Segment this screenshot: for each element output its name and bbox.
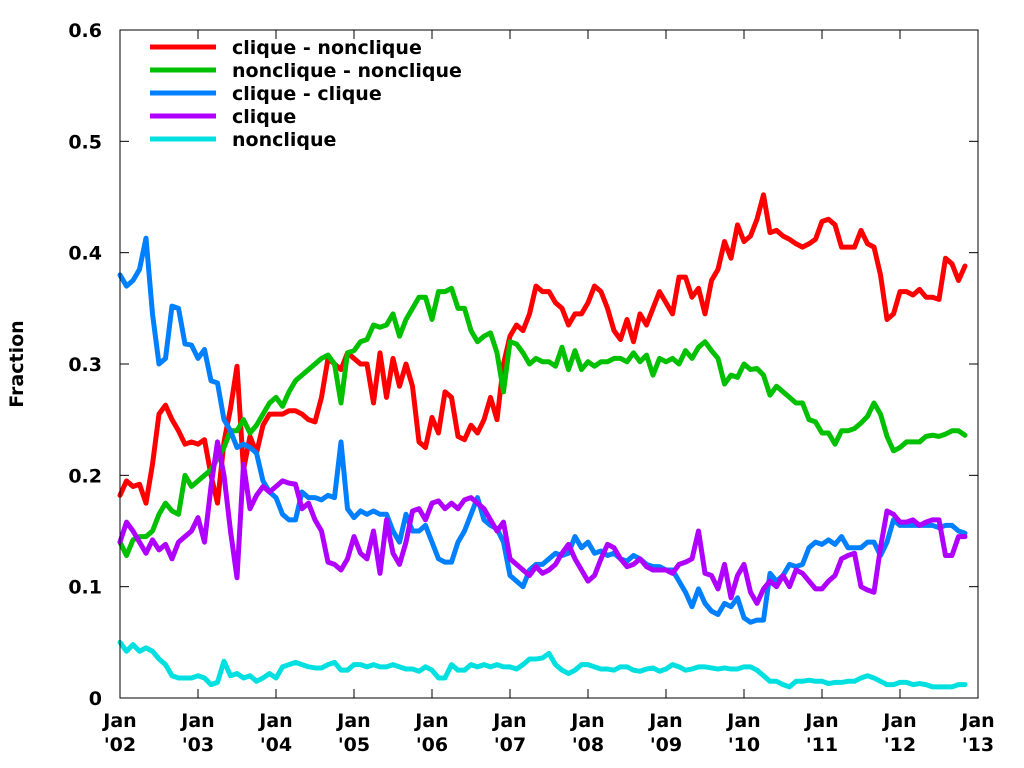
- x-tick-label-year: '08: [572, 734, 604, 756]
- legend-label: clique - nonclique: [232, 37, 422, 59]
- y-tick-label: 0.5: [68, 131, 102, 153]
- x-tick-label-year: '13: [962, 734, 994, 756]
- y-tick-label: 0.6: [68, 20, 102, 42]
- x-tick-label-year: '07: [494, 734, 526, 756]
- x-tick-label-month: Jan: [569, 710, 604, 732]
- x-tick-label-month: Jan: [881, 710, 916, 732]
- x-tick-label-year: '02: [104, 734, 136, 756]
- legend-label: nonclique: [232, 129, 336, 151]
- y-tick-label: 0: [89, 688, 102, 710]
- x-tick-label-month: Jan: [491, 710, 526, 732]
- ticks-layer: 00.10.20.30.40.50.6Jan'02Jan'03Jan'04Jan…: [68, 20, 994, 756]
- y-tick-label: 0.3: [68, 354, 102, 376]
- x-tick-label-month: Jan: [725, 710, 760, 732]
- x-tick-label-year: '10: [728, 734, 760, 756]
- y-tick-label: 0.2: [68, 465, 102, 487]
- x-tick-label-month: Jan: [647, 710, 682, 732]
- series-line-clique-nonclique: [117, 192, 968, 506]
- series-line-nonclique-nonclique: [117, 285, 968, 558]
- x-tick-label-month: Jan: [413, 710, 448, 732]
- plot-area: [117, 192, 968, 690]
- x-tick-label-month: Jan: [959, 710, 994, 732]
- x-tick-label-year: '05: [338, 734, 370, 756]
- x-tick-label-year: '12: [884, 734, 916, 756]
- legend-label: nonclique - nonclique: [232, 60, 462, 82]
- series-layer: [117, 192, 968, 690]
- x-tick-label-month: Jan: [179, 710, 214, 732]
- series-line-clique: [117, 439, 968, 606]
- x-tick-label-month: Jan: [101, 710, 136, 732]
- x-tick-label-year: '11: [806, 734, 838, 756]
- x-tick-label-year: '06: [416, 734, 448, 756]
- x-tick-label-year: '03: [182, 734, 214, 756]
- legend-label: clique: [232, 106, 296, 128]
- series-line-nonclique: [117, 639, 968, 690]
- legend-label: clique - clique: [232, 83, 382, 105]
- x-tick-label-month: Jan: [335, 710, 370, 732]
- x-tick-label-month: Jan: [257, 710, 292, 732]
- y-tick-label: 0.1: [68, 577, 102, 599]
- x-tick-label-month: Jan: [803, 710, 838, 732]
- x-tick-label-year: '04: [260, 734, 292, 756]
- series-line-clique-clique: [117, 235, 968, 625]
- x-tick-label-year: '09: [650, 734, 682, 756]
- y-axis-label: Fraction: [6, 320, 28, 407]
- y-tick-label: 0.4: [68, 243, 102, 265]
